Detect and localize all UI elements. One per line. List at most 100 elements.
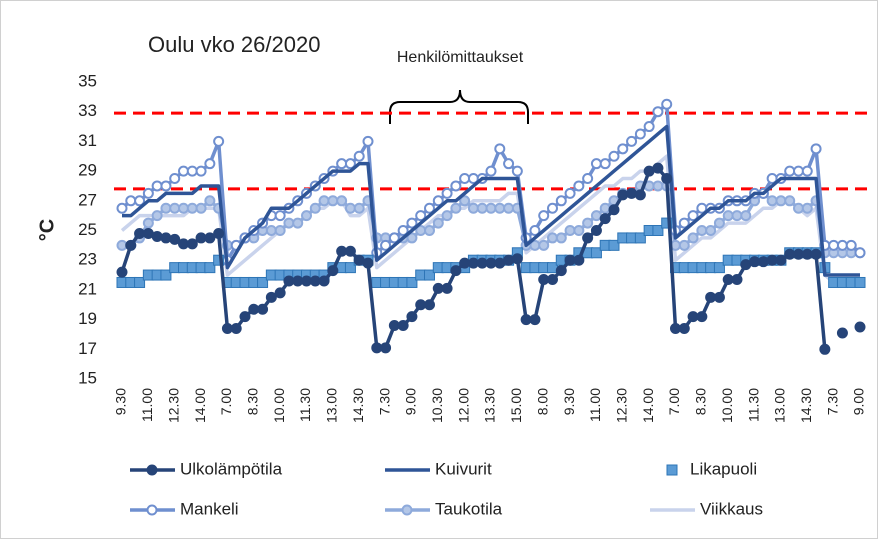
y-tick-label: 15 <box>78 368 97 387</box>
data-point <box>353 254 365 266</box>
data-point <box>116 202 128 214</box>
data-point <box>705 225 717 236</box>
data-point <box>713 262 725 274</box>
data-point <box>687 311 699 323</box>
data-point <box>406 276 418 288</box>
data-point <box>134 227 146 239</box>
data-point <box>283 275 295 287</box>
data-point <box>511 165 523 177</box>
data-point <box>819 343 831 355</box>
data-point <box>186 238 198 250</box>
annotation: Henkilömittaukset <box>397 49 524 66</box>
data-point <box>590 210 602 222</box>
data-point <box>178 238 189 250</box>
chart-title: Oulu vko 26/2020 <box>148 32 320 57</box>
data-point <box>318 195 330 207</box>
x-tick-label: 9.00 <box>851 388 867 415</box>
data-point <box>652 180 664 192</box>
data-point <box>784 195 796 207</box>
data-point <box>380 342 392 354</box>
data-point <box>661 217 673 229</box>
data-point <box>432 282 444 294</box>
data-point <box>450 265 462 277</box>
data-point <box>388 232 400 244</box>
data-point <box>160 269 172 281</box>
data-point <box>740 259 752 271</box>
x-tick-label: 11.30 <box>297 388 313 422</box>
data-point <box>599 213 611 225</box>
data-point <box>538 239 550 251</box>
y-axis-title: °C <box>36 219 58 241</box>
data-point <box>160 232 172 244</box>
data-point <box>424 269 435 281</box>
data-point <box>722 274 734 286</box>
x-tick-label: 8.00 <box>534 388 550 415</box>
x-tick-label: 12.30 <box>613 388 629 423</box>
data-point <box>582 173 594 185</box>
data-point <box>424 202 435 214</box>
data-point <box>775 254 787 266</box>
data-point <box>836 239 848 251</box>
data-point <box>344 202 356 214</box>
data-point <box>503 254 515 266</box>
data-point <box>142 187 154 199</box>
data-point <box>221 323 233 335</box>
data-point <box>757 256 769 268</box>
data-point <box>555 265 567 277</box>
data-point <box>670 323 681 335</box>
data-point <box>705 291 717 303</box>
data-point <box>186 165 198 177</box>
data-point <box>432 195 444 207</box>
data-point <box>617 189 629 201</box>
y-tick-label: 31 <box>78 131 97 150</box>
data-point <box>626 135 638 147</box>
data-point <box>529 225 541 236</box>
data-point <box>274 287 286 299</box>
data-point <box>151 230 163 242</box>
annotation-brace <box>389 89 529 124</box>
data-point <box>520 314 532 326</box>
data-point <box>740 210 752 222</box>
data-point <box>582 217 594 229</box>
data-point <box>854 321 866 333</box>
data-point <box>652 106 664 118</box>
data-point <box>292 275 304 287</box>
data-point <box>283 217 295 229</box>
data-point <box>599 158 611 170</box>
y-tick-label: 23 <box>78 250 97 269</box>
data-point <box>731 210 743 222</box>
data-point <box>160 180 172 192</box>
x-tick-label: 13.00 <box>772 388 788 423</box>
data-point <box>608 239 620 251</box>
data-point <box>169 202 181 214</box>
legend-marker <box>666 464 678 476</box>
data-point <box>441 282 453 294</box>
data-point <box>406 217 418 229</box>
data-point <box>195 232 207 244</box>
legend-label: Ulkolämpötila <box>180 459 283 478</box>
data-point <box>599 202 611 214</box>
y-tick-label: 19 <box>78 309 97 328</box>
data-point <box>687 232 699 244</box>
x-tick-label: 14.30 <box>350 388 366 423</box>
data-point <box>336 158 348 170</box>
data-point <box>608 204 620 216</box>
data-point <box>564 225 576 236</box>
data-point <box>459 173 471 185</box>
data-point <box>318 275 330 287</box>
data-point <box>766 195 778 207</box>
data-point <box>503 202 515 214</box>
legend-marker <box>146 504 158 516</box>
data-point <box>836 327 848 339</box>
x-tick-label: 11.30 <box>745 388 761 422</box>
data-point <box>362 257 374 269</box>
data-point <box>793 248 804 260</box>
data-point <box>564 187 576 199</box>
data-point <box>336 245 348 257</box>
x-tick-label: 14.00 <box>192 388 208 423</box>
x-tick-label: 12.00 <box>455 388 471 423</box>
data-point <box>801 248 813 260</box>
data-point <box>415 299 427 311</box>
data-point <box>854 276 866 288</box>
